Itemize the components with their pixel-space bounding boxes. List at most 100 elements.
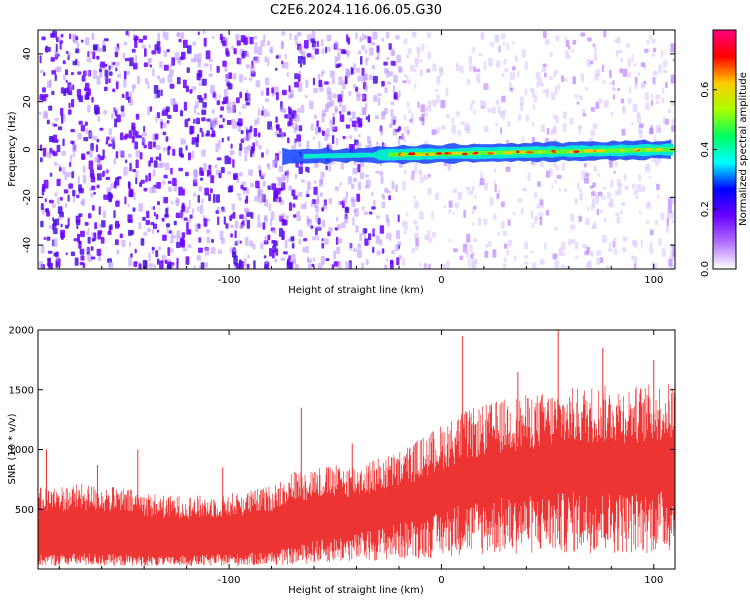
heatmap-cell [337, 63, 342, 67]
heatmap-cell [312, 136, 315, 140]
y-tick-label: 1000 [9, 445, 34, 456]
heatmap-cell [267, 234, 271, 241]
heatmap-cell [278, 228, 284, 237]
heatmap-cell [48, 105, 53, 111]
heatmap-cell [593, 52, 598, 61]
heatmap-cell [512, 211, 516, 216]
heatmap-cell [540, 124, 545, 133]
heatmap-cell [223, 216, 226, 225]
heatmap-cell [206, 229, 211, 234]
heatmap-cell [246, 211, 251, 217]
heatmap-cell [402, 257, 406, 267]
heatmap-cell [68, 102, 71, 109]
heatmap-cell [261, 152, 264, 158]
heatmap-cell [451, 117, 455, 125]
heatmap-cell [562, 251, 565, 256]
heatmap-cell [574, 198, 578, 204]
heatmap-cell [612, 94, 616, 100]
heatmap-cell [522, 136, 525, 143]
heatmap-cell [278, 179, 283, 187]
heatmap-cell [220, 106, 224, 111]
heatmap-cell [129, 188, 134, 197]
heatmap-cell [631, 122, 634, 126]
heatmap-cell [249, 182, 254, 188]
heatmap-cell [189, 214, 193, 219]
heatmap-cell [162, 31, 165, 39]
heatmap-cell [284, 114, 289, 119]
heatmap-cell [227, 186, 233, 193]
heatmap-cell [367, 36, 372, 44]
heatmap-cell [577, 125, 582, 129]
heatmap-cell [57, 206, 63, 214]
heatmap-cell [606, 191, 611, 199]
heatmap-cell [507, 219, 511, 226]
heatmap-cell [352, 177, 357, 183]
heatmap-cell [542, 89, 548, 94]
heatmap-cell [265, 77, 270, 86]
heatmap-cell [551, 128, 557, 133]
heatmap-cell [186, 67, 190, 73]
heatmap-cell [341, 222, 346, 229]
heatmap-cell [500, 127, 502, 134]
heatmap-cell [332, 93, 337, 99]
heatmap-cell [381, 201, 386, 209]
heatmap-cell [99, 68, 102, 73]
heatmap-cell [624, 185, 629, 190]
heatmap-cell [382, 195, 385, 201]
heatmap-cell [115, 67, 118, 72]
heatmap-cell [243, 136, 247, 141]
heatmap-cell [143, 62, 148, 68]
heatmap-cell [451, 124, 457, 134]
heatmap-cell [246, 219, 251, 229]
heatmap-cell [85, 37, 90, 46]
heatmap-cell [524, 61, 528, 70]
heatmap-cell [492, 249, 497, 258]
heatmap-cell [42, 87, 46, 93]
heatmap-cell [284, 53, 287, 60]
heatmap-cell [164, 32, 169, 41]
heatmap-cell [376, 250, 381, 256]
heatmap-cell [493, 180, 496, 186]
heatmap-cell [103, 86, 108, 92]
heatmap-cell [94, 104, 99, 114]
heatmap-cell [374, 115, 380, 119]
heatmap-cell [284, 240, 288, 249]
heatmap-cell [511, 41, 515, 45]
heatmap-cell [114, 51, 118, 58]
heatmap-cell [445, 113, 450, 119]
heatmap-cell [483, 218, 488, 225]
heatmap-cell [84, 87, 87, 92]
heatmap-cell [161, 77, 165, 84]
heatmap-cell [591, 225, 594, 230]
heatmap-cell [551, 184, 554, 190]
heatmap-cell [255, 180, 260, 189]
heatmap-cell [491, 106, 496, 114]
signal-ridge [282, 139, 675, 166]
heatmap-cell [552, 253, 558, 260]
heatmap-cell [390, 48, 395, 57]
heatmap-cell [432, 63, 437, 72]
heatmap-cell [201, 198, 204, 205]
heatmap-cell [524, 241, 528, 250]
heatmap-cell [278, 196, 282, 203]
heatmap-cell [195, 223, 198, 232]
heatmap-cell [639, 123, 644, 128]
heatmap-cell [594, 44, 597, 53]
heatmap-cell [208, 59, 213, 62]
heatmap-cell [189, 89, 193, 94]
heatmap-cell [411, 31, 416, 37]
heatmap-cell [533, 95, 538, 103]
heatmap-cell [90, 246, 94, 251]
heatmap-cell [503, 257, 507, 262]
heatmap-cell [672, 252, 675, 257]
heatmap-cell [539, 199, 544, 206]
heatmap-cell [586, 58, 591, 68]
heatmap-cell [358, 134, 361, 138]
heatmap-cell [261, 110, 264, 116]
heatmap-cell [134, 141, 138, 150]
heatmap-cell [483, 61, 487, 70]
heatmap-cell [580, 73, 584, 82]
heatmap-cell [468, 55, 472, 64]
heatmap-cell [470, 253, 474, 259]
heatmap-cell [203, 37, 207, 47]
